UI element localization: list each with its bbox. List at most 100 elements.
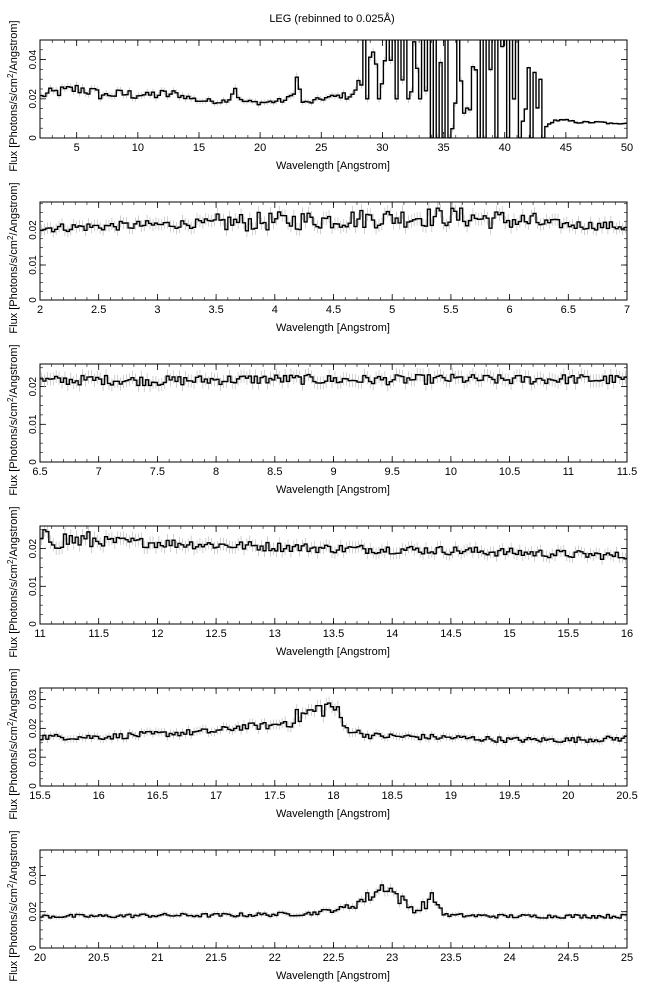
x-tick-label: 7	[624, 304, 630, 316]
y-label-rest: /Angstrom]	[8, 668, 20, 721]
x-tick-label: 24	[503, 952, 515, 964]
x-tick-label: 21	[151, 952, 163, 964]
flux-series	[40, 702, 627, 744]
y-label-main: Flux [Photons/s/cm	[8, 726, 20, 820]
y-label-rest: /Angstrom]	[8, 506, 20, 559]
y-label-sup: 2	[6, 73, 15, 78]
x-tick-label: 20	[254, 142, 266, 154]
x-tick-label: 11.5	[88, 628, 109, 640]
x-tick-label: 8	[213, 466, 219, 478]
y-axis-label: Flux [Photons/s/cm2/Angstrom]	[6, 668, 20, 819]
x-tick-label: 9	[330, 466, 336, 478]
x-tick-label: 7.5	[150, 466, 165, 478]
x-tick-label: 11	[563, 466, 574, 478]
y-label-sup: 2	[6, 883, 15, 888]
x-tick-label: 12.5	[205, 628, 226, 640]
x-axis-label: Wavelength [Angstrom]	[276, 646, 390, 658]
x-tick-label: 2.5	[91, 304, 106, 316]
plot-frame	[39, 363, 628, 463]
x-tick-label: 5	[389, 304, 395, 316]
y-tick-label: 0.04	[28, 865, 39, 885]
plot-frame	[39, 687, 628, 787]
y-label-sup: 2	[6, 559, 15, 564]
minor-ticks	[39, 202, 628, 301]
x-tick-label: 23.5	[440, 952, 461, 964]
y-tick-label: 0.01	[28, 747, 39, 767]
flux-series	[40, 40, 627, 138]
panel-1: 5 10 15 20 25 30 35 40 45 50 0 0.02 0.04 Wavelength […	[6, 20, 633, 172]
flux-series	[40, 529, 627, 561]
x-tick-label: 10.5	[499, 466, 520, 478]
x-tick-label: 22.5	[323, 952, 344, 964]
y-tick-label: 0	[28, 783, 39, 789]
y-tick-label: 0	[28, 459, 39, 465]
x-tick-label: 20.5	[616, 790, 637, 802]
x-tick-label: 15.5	[29, 790, 50, 802]
x-tick-label: 50	[621, 142, 633, 154]
x-tick-label: 6.5	[561, 304, 576, 316]
x-tick-label: 25	[315, 142, 327, 154]
series-group	[40, 367, 627, 392]
series-group	[40, 202, 627, 238]
y-tick-label: 0	[28, 135, 39, 141]
x-tick-label: 15	[503, 628, 515, 640]
x-tick-label: 20	[34, 952, 46, 964]
y-label-rest: /Angstrom]	[8, 830, 20, 883]
x-tick-label: 22	[269, 952, 281, 964]
y-tick-label: 0	[28, 621, 39, 627]
y-axis-label: Flux [Photons/s/cm2/Angstrom]	[6, 344, 20, 495]
y-tick-label: 0.02	[28, 376, 39, 396]
x-tick-label: 20.5	[88, 952, 109, 964]
y-tick-label: 0.02	[28, 538, 39, 558]
x-axis-label: Wavelength [Angstrom]	[276, 484, 390, 496]
error-bars	[41, 40, 626, 138]
series-group	[40, 696, 627, 747]
minor-ticks	[39, 850, 628, 949]
x-tick-label: 25	[621, 952, 633, 964]
x-tick-label: 16.5	[147, 790, 168, 802]
flux-series	[40, 207, 627, 233]
error-bars	[41, 696, 626, 747]
x-tick-label: 6	[507, 304, 513, 316]
panel-4: 11 11.5 12 12.5 13 13.5 14 14.5 15 15.5 16 0 0.01 0.0…	[6, 506, 633, 658]
y-label-rest: /Angstrom]	[8, 20, 20, 73]
x-tick-label: 5.5	[443, 304, 458, 316]
panel-3: 6.5 7 7.5 8 8.5 9 9.5 10 10.5 11 11.5 0 0.01 0.02 Wave…	[6, 344, 637, 496]
x-tick-label: 8.5	[267, 466, 282, 478]
series-group	[40, 526, 627, 565]
y-tick-label: 0.02	[28, 220, 39, 240]
x-tick-label: 14	[386, 628, 398, 640]
y-tick-label: 0.01	[28, 576, 39, 596]
y-axis-label: Flux [Photons/s/cm2/Angstrom]	[6, 506, 20, 657]
x-tick-label: 18.5	[381, 790, 402, 802]
y-tick-label: 0	[28, 945, 39, 951]
series-group	[40, 40, 627, 138]
x-tick-label: 7	[96, 466, 102, 478]
x-axis-label: Wavelength [Angstrom]	[276, 160, 390, 172]
y-tick-label: 0	[28, 297, 39, 303]
x-tick-label: 3.5	[208, 304, 223, 316]
y-tick-label: 0.02	[28, 718, 39, 738]
y-label-rest: /Angstrom]	[8, 344, 20, 397]
x-tick-label: 11.5	[617, 466, 638, 478]
y-tick-label: 0.03	[28, 689, 39, 709]
y-label-main: Flux [Photons/s/cm	[8, 402, 20, 496]
x-tick-label: 14.5	[440, 628, 461, 640]
x-tick-label: 5	[74, 142, 80, 154]
figure-title: LEG (rebinned to 0.025Å)	[269, 12, 394, 25]
x-tick-label: 35	[437, 142, 449, 154]
x-axis-label: Wavelength [Angstrom]	[276, 808, 390, 820]
y-axis-label: Flux [Photons/s/cm2/Angstrom]	[6, 830, 20, 981]
x-tick-label: 20	[562, 790, 574, 802]
flux-series	[40, 884, 627, 919]
y-label-main: Flux [Photons/s/cm	[8, 888, 20, 982]
y-axis-label: Flux [Photons/s/cm2/Angstrom]	[6, 20, 20, 171]
x-tick-label: 2	[37, 304, 43, 316]
x-tick-label: 17.5	[264, 790, 285, 802]
x-tick-label: 24.5	[558, 952, 579, 964]
y-label-main: Flux [Photons/s/cm	[8, 240, 20, 334]
x-tick-label: 16	[621, 628, 633, 640]
y-axis-label: Flux [Photons/s/cm2/Angstrom]	[6, 182, 20, 333]
